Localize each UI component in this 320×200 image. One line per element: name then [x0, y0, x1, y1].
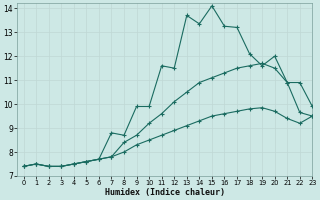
- X-axis label: Humidex (Indice chaleur): Humidex (Indice chaleur): [105, 188, 225, 197]
